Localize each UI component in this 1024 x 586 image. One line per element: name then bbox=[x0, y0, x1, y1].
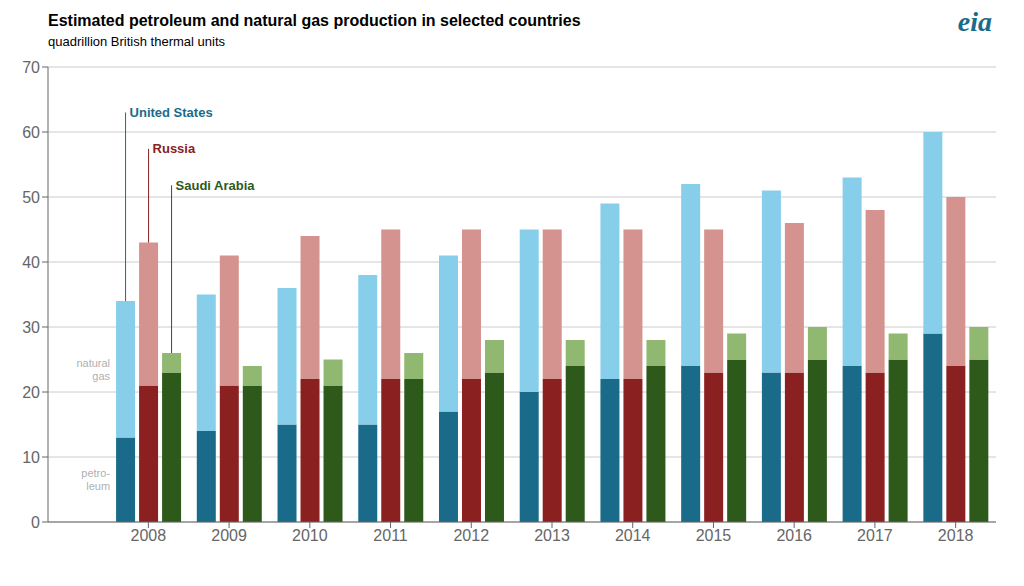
svg-text:10: 10 bbox=[22, 449, 40, 466]
svg-text:2013: 2013 bbox=[534, 527, 570, 544]
svg-text:2012: 2012 bbox=[453, 527, 489, 544]
svg-text:petro-leum: petro-leum bbox=[81, 467, 110, 492]
html-text:eia: eia bbox=[957, 6, 992, 37]
svg-text:2008: 2008 bbox=[131, 527, 167, 544]
svg-text:naturalgas: naturalgas bbox=[76, 357, 110, 382]
svg-text:30: 30 bbox=[22, 319, 40, 336]
svg-text:0: 0 bbox=[31, 514, 40, 531]
html-text:quadrillion British thermal un: quadrillion British thermal units bbox=[48, 34, 225, 49]
svg-text:20: 20 bbox=[22, 384, 40, 401]
svg-text:2014: 2014 bbox=[615, 527, 651, 544]
svg-text:2017: 2017 bbox=[857, 527, 893, 544]
svg-text:50: 50 bbox=[22, 189, 40, 206]
svg-text:2016: 2016 bbox=[776, 527, 812, 544]
svg-text:2009: 2009 bbox=[211, 527, 247, 544]
svg-text:40: 40 bbox=[22, 254, 40, 271]
svg-text:United States: United States bbox=[130, 105, 213, 120]
html-text:Estimated petroleum and natura: Estimated petroleum and natural gas prod… bbox=[48, 12, 581, 29]
svg-text:Saudi Arabia: Saudi Arabia bbox=[176, 178, 256, 193]
svg-text:70: 70 bbox=[22, 59, 40, 76]
svg-text:Russia: Russia bbox=[153, 141, 196, 156]
svg-text:2010: 2010 bbox=[292, 527, 328, 544]
svg-text:2015: 2015 bbox=[696, 527, 732, 544]
svg-text:60: 60 bbox=[22, 124, 40, 141]
svg-text:2018: 2018 bbox=[938, 527, 974, 544]
svg-text:2011: 2011 bbox=[373, 527, 408, 544]
